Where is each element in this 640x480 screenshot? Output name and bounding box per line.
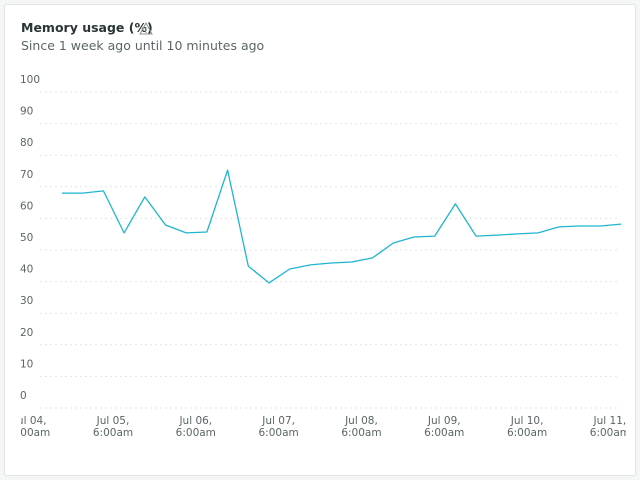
y-tick-label: 90 (20, 106, 33, 118)
y-tick-label: 10 (20, 358, 33, 370)
warning-icon[interactable] (139, 22, 153, 35)
x-axis: Jul 04, 6:00am Jul 05, 6:00am Jul 06, 6:00… (21, 415, 626, 455)
x-tick-label: Jul 08, 6:00am (341, 415, 382, 439)
x-tick-label: Jul 09, 6:00am (424, 415, 465, 439)
x-tick-label: Jul 11, 6:00am (589, 415, 626, 439)
x-tick-label: Jul 05, 6:00am (92, 415, 134, 439)
y-tick-label: 50 (20, 232, 33, 244)
chart-title: Memory usage (%) (21, 20, 153, 35)
y-tick-label: 20 (20, 327, 33, 339)
x-tick-label: Jul 06, 6:00am (175, 415, 216, 439)
data-line (62, 169, 622, 284)
y-tick-label: 0 (20, 390, 27, 402)
x-tick-label: Jul 10, 6:00am (506, 415, 548, 439)
x-tick-label: Jul 04, 6:00am (21, 415, 51, 439)
y-tick-label: 70 (20, 169, 33, 181)
y-tick-label: 100 (20, 74, 40, 86)
chart-subtitle: Since 1 week ago until 10 minutes ago (21, 38, 265, 53)
y-tick-label: 40 (20, 264, 33, 276)
y-tick-label: 80 (20, 137, 33, 149)
y-tick-label: 30 (20, 295, 33, 307)
y-tick-label: 60 (20, 200, 33, 212)
chart-card: Memory usage (%) Since 1 week ago until … (4, 4, 636, 476)
x-tick-label: Jul 07, 6:00am (258, 415, 299, 439)
